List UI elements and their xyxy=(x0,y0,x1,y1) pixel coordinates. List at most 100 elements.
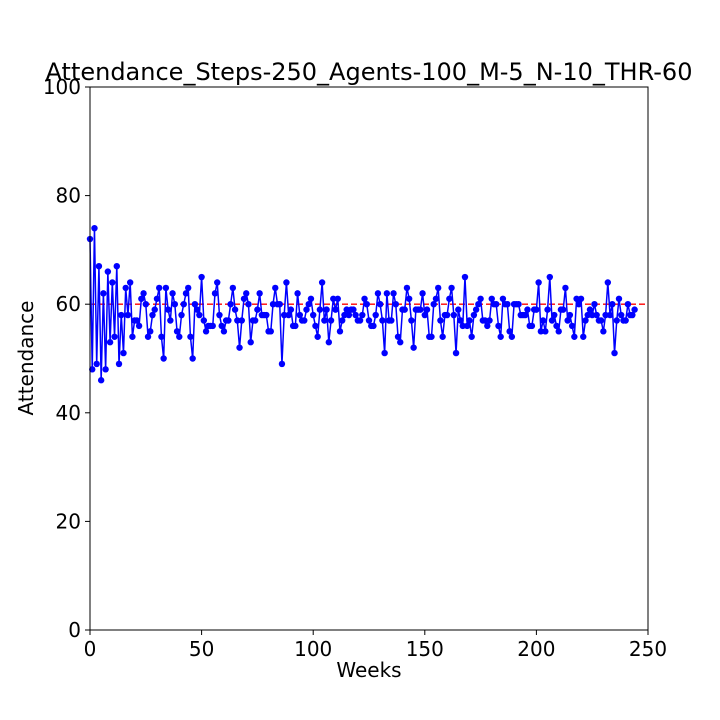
data-point xyxy=(591,301,598,308)
data-point xyxy=(497,333,504,340)
data-point xyxy=(133,317,141,324)
x-tick-label: 150 xyxy=(406,637,444,661)
data-point xyxy=(577,295,585,302)
data-point xyxy=(506,328,513,335)
axes: 0 50 100 150 200 250 0 20 40 60 80 100 xyxy=(43,75,667,661)
data-point xyxy=(488,295,495,302)
data-point xyxy=(285,311,292,319)
data-point xyxy=(486,317,493,324)
data-point xyxy=(573,295,580,302)
data-point xyxy=(336,328,344,335)
y-tick-label: 40 xyxy=(56,401,81,425)
data-point xyxy=(370,322,377,330)
data-point xyxy=(401,306,408,313)
data-point xyxy=(388,317,395,324)
data-point xyxy=(528,322,536,330)
data-point xyxy=(193,306,201,313)
data-point xyxy=(537,328,545,335)
data-point xyxy=(339,317,346,324)
data-point xyxy=(571,333,578,340)
x-tick-label: 250 xyxy=(629,637,667,661)
data-point xyxy=(124,311,132,319)
data-point xyxy=(280,311,288,319)
data-point xyxy=(584,311,591,319)
data-point xyxy=(437,317,444,324)
y-tick-label: 20 xyxy=(56,509,81,533)
x-tick-label: 0 xyxy=(84,637,97,661)
data-point xyxy=(278,360,286,368)
data-point xyxy=(455,306,462,313)
data-point xyxy=(562,284,569,292)
data-point xyxy=(443,311,451,319)
data-point xyxy=(457,317,464,324)
data-point xyxy=(504,301,511,308)
data-point xyxy=(214,279,221,286)
data-point xyxy=(352,311,359,319)
data-point xyxy=(142,301,149,308)
data-point xyxy=(580,333,587,340)
data-point xyxy=(312,322,319,330)
data-point xyxy=(292,322,299,330)
data-point xyxy=(374,290,382,297)
data-point xyxy=(461,273,469,281)
data-point xyxy=(539,317,547,324)
data-point xyxy=(408,317,415,324)
data-point xyxy=(434,284,442,292)
data-point xyxy=(593,311,600,319)
data-point xyxy=(421,311,428,319)
data-point xyxy=(376,301,384,308)
data-point xyxy=(167,317,174,324)
data-point xyxy=(229,284,237,292)
data-point xyxy=(256,290,263,297)
data-point xyxy=(372,311,379,319)
data-point xyxy=(111,333,118,340)
x-axis-label: Weeks xyxy=(336,658,401,682)
data-point xyxy=(606,311,614,319)
data-point xyxy=(466,317,473,324)
data-point xyxy=(439,333,446,340)
data-point xyxy=(243,290,250,297)
data-point xyxy=(120,349,127,357)
data-point xyxy=(158,333,165,340)
data-point xyxy=(178,311,185,319)
data-point xyxy=(240,295,248,302)
data-point xyxy=(287,306,295,313)
data-point xyxy=(267,328,274,335)
data-point xyxy=(470,311,478,319)
data-point xyxy=(323,306,330,313)
data-point xyxy=(363,301,370,308)
data-point xyxy=(325,339,333,346)
data-point xyxy=(343,306,350,313)
data-point xyxy=(450,311,458,319)
data-point xyxy=(276,301,283,308)
data-point xyxy=(508,333,516,340)
data-point xyxy=(310,311,317,319)
data-point xyxy=(307,295,315,302)
data-point xyxy=(314,333,321,340)
data-point xyxy=(345,311,353,319)
data-point xyxy=(104,268,112,275)
data-point xyxy=(332,306,339,313)
y-tick-label: 100 xyxy=(43,75,81,99)
data-point xyxy=(327,317,335,324)
data-point xyxy=(383,290,391,297)
data-point xyxy=(147,328,154,335)
data-point xyxy=(247,339,254,346)
data-point xyxy=(106,339,114,346)
data-point xyxy=(171,301,179,308)
data-point xyxy=(89,366,96,373)
data-point xyxy=(218,322,225,330)
data-point xyxy=(341,311,348,319)
data-point xyxy=(321,317,328,324)
data-point xyxy=(109,279,116,286)
data-point xyxy=(95,262,103,270)
data-point xyxy=(586,306,594,313)
data-point xyxy=(430,301,437,308)
data-point xyxy=(122,284,129,292)
data-point xyxy=(169,290,176,297)
data-point xyxy=(468,333,475,340)
data-point xyxy=(546,273,553,281)
data-point xyxy=(330,295,337,302)
data-point xyxy=(452,349,460,357)
